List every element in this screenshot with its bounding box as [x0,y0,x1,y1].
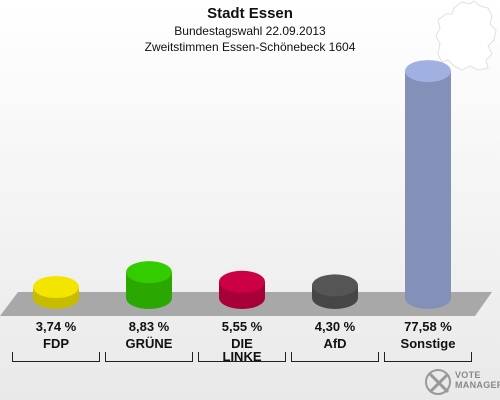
logo-text: VOTE MANAGER [455,370,500,390]
chart-subtitle-election: Bundestagswahl 22.09.2013 [174,24,326,38]
chart-title: Stadt Essen [207,5,293,22]
chart-header: Stadt Essen Bundestagswahl 22.09.2013 Zw… [0,4,500,55]
bar-sonstige [405,60,451,310]
category-label-fdp: FDP [43,336,69,351]
category-bracket-fdp [12,352,100,362]
category-label-afd: AfD [323,336,347,351]
bar-fdp [33,276,79,309]
bar-die-linke [219,270,265,309]
value-label-gr-ne: 8,83 % [128,319,170,334]
bar-gr-ne [126,261,172,309]
category-label-gr-ne: GRÜNE [125,336,173,351]
category-label-die-linke: DIE LINKE [222,336,262,364]
category-bracket-sonstige [384,352,472,362]
value-label-sonstige: 77,58 % [404,319,452,334]
category-bracket-gr-ne [105,352,193,362]
category-label-sonstige: Sonstige [400,336,456,351]
vote-manager-logo-icon [425,369,451,395]
logo-text-line1: VOTE [455,370,481,380]
value-label-fdp: 3,74 % [35,319,77,334]
category-bracket-afd [291,352,379,362]
germany-map-icon [435,0,497,71]
bar-afd [312,274,358,309]
logo-text-line2: MANAGER [455,380,500,390]
bars-group [33,60,451,310]
value-label-afd: 4,30 % [314,319,356,334]
chart-subtitle-district: Zweitstimmen Essen-Schönebeck 1604 [144,40,356,54]
value-label-die-linke: 5,55 % [221,319,263,334]
category-bracket-die-linke [198,352,286,362]
